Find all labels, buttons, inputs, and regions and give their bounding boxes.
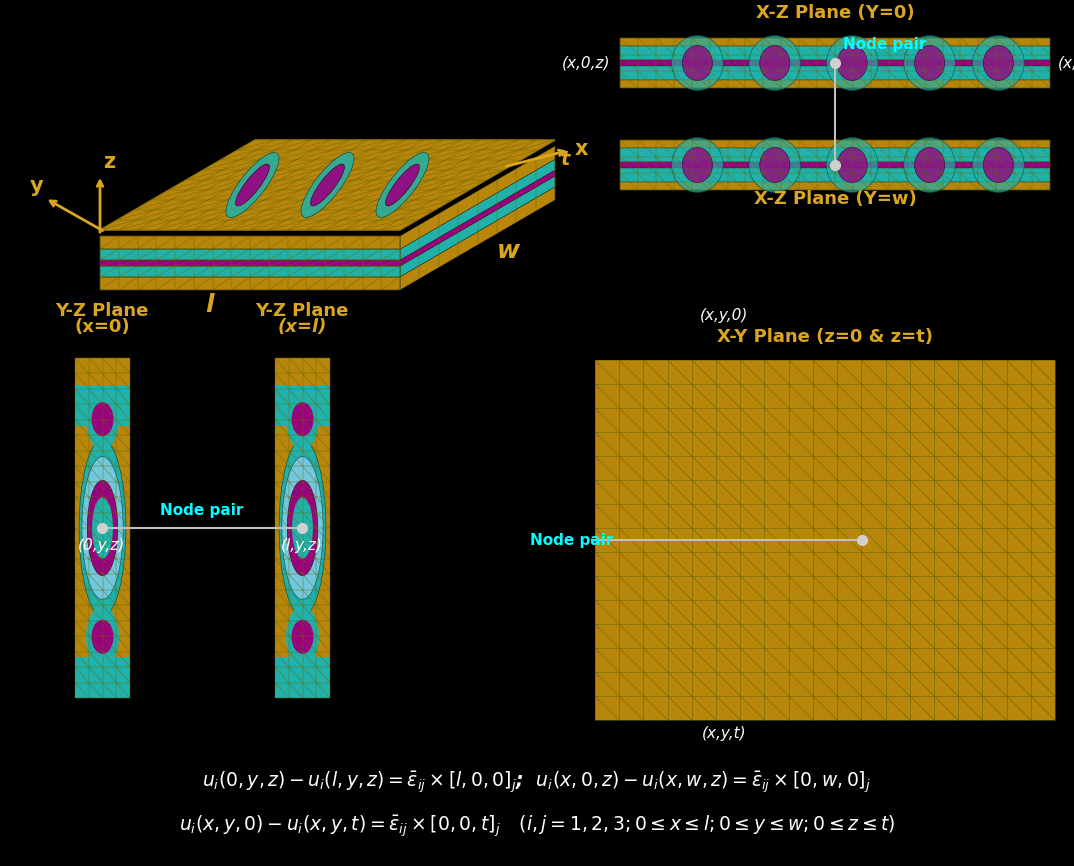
Ellipse shape — [87, 481, 118, 576]
Bar — [620, 38, 1050, 46]
Ellipse shape — [682, 46, 712, 81]
Bar — [275, 358, 330, 698]
Bar — [100, 277, 400, 290]
Ellipse shape — [671, 138, 723, 192]
Bar — [620, 140, 1050, 148]
Bar — [100, 236, 400, 249]
Ellipse shape — [837, 147, 867, 183]
Ellipse shape — [915, 147, 945, 183]
Bar — [75, 358, 130, 698]
Ellipse shape — [671, 36, 723, 91]
Polygon shape — [400, 146, 555, 249]
Polygon shape — [400, 159, 555, 260]
Bar — [100, 260, 400, 266]
Bar — [620, 162, 1050, 168]
Bar — [620, 148, 1050, 162]
Polygon shape — [400, 176, 555, 277]
Text: y: y — [30, 176, 44, 196]
Text: (x,w,z): (x,w,z) — [1058, 56, 1074, 71]
Text: Node pair: Node pair — [160, 503, 244, 518]
Ellipse shape — [973, 138, 1025, 192]
Bar — [620, 80, 1050, 88]
Bar — [100, 249, 400, 260]
Text: z: z — [103, 152, 115, 172]
Text: l: l — [205, 293, 214, 317]
Text: X-Y Plane (z=0 & z=t): X-Y Plane (z=0 & z=t) — [717, 328, 933, 346]
Bar — [620, 60, 1050, 66]
Text: Node pair: Node pair — [843, 37, 927, 52]
Ellipse shape — [91, 402, 114, 436]
Polygon shape — [400, 187, 555, 290]
Ellipse shape — [826, 138, 879, 192]
Ellipse shape — [759, 46, 789, 81]
Ellipse shape — [749, 138, 800, 192]
Ellipse shape — [281, 456, 323, 599]
Text: (0,y,z): (0,y,z) — [78, 538, 126, 553]
Ellipse shape — [915, 46, 945, 81]
Ellipse shape — [286, 606, 319, 668]
Text: $u_i(0,y,z)-u_i(l,y,z)=\bar{\varepsilon}_{ij}\times\left[l,0,0\right]_j$;  $u_i(: $u_i(0,y,z)-u_i(l,y,z)=\bar{\varepsilon}… — [203, 769, 871, 795]
Text: (x=l): (x=l) — [277, 318, 326, 336]
Text: (x,0,z): (x,0,z) — [562, 56, 610, 71]
Ellipse shape — [682, 147, 712, 183]
Ellipse shape — [310, 164, 345, 206]
Ellipse shape — [86, 606, 119, 668]
Bar — [275, 657, 330, 698]
Ellipse shape — [376, 152, 429, 217]
Polygon shape — [100, 140, 555, 230]
Text: $u_i(x,y,0)-u_i(x,y,t)=\bar{\varepsilon}_{ij}\times\left[0,0,t\right]_j$   $(i,j: $u_i(x,y,0)-u_i(x,y,t)=\bar{\varepsilon}… — [178, 813, 896, 839]
Ellipse shape — [292, 497, 313, 559]
Text: Node pair: Node pair — [529, 533, 613, 548]
Ellipse shape — [837, 46, 867, 81]
Ellipse shape — [288, 481, 318, 576]
Ellipse shape — [226, 152, 279, 217]
Ellipse shape — [301, 152, 354, 217]
Text: (l,y,z): (l,y,z) — [281, 538, 323, 553]
Text: Y-Z Plane: Y-Z Plane — [56, 302, 148, 320]
Ellipse shape — [749, 36, 800, 91]
Ellipse shape — [286, 389, 319, 449]
Bar — [620, 168, 1050, 182]
Ellipse shape — [759, 147, 789, 183]
Ellipse shape — [973, 36, 1025, 91]
Bar — [620, 66, 1050, 80]
Bar — [620, 46, 1050, 60]
Ellipse shape — [291, 402, 314, 436]
Ellipse shape — [984, 147, 1014, 183]
Text: (x,y,t): (x,y,t) — [701, 726, 746, 741]
Text: w: w — [497, 240, 521, 263]
Bar — [620, 182, 1050, 190]
Text: x: x — [575, 139, 589, 159]
Ellipse shape — [82, 456, 124, 599]
Text: X-Z Plane (Y=0): X-Z Plane (Y=0) — [756, 4, 914, 22]
Text: t: t — [560, 150, 569, 169]
Bar — [75, 657, 130, 698]
Bar — [100, 266, 400, 277]
Ellipse shape — [79, 440, 126, 617]
Polygon shape — [400, 170, 555, 266]
Ellipse shape — [235, 164, 270, 206]
Ellipse shape — [826, 36, 879, 91]
Ellipse shape — [984, 46, 1014, 81]
Text: (x,y,0): (x,y,0) — [699, 308, 748, 323]
Text: X-Z Plane (Y=w): X-Z Plane (Y=w) — [754, 190, 916, 208]
Ellipse shape — [279, 440, 325, 617]
Bar — [75, 385, 130, 426]
Ellipse shape — [904, 138, 956, 192]
Ellipse shape — [91, 620, 114, 654]
Bar — [275, 385, 330, 426]
Ellipse shape — [904, 36, 956, 91]
Ellipse shape — [86, 389, 119, 449]
Ellipse shape — [291, 620, 314, 654]
Bar — [595, 360, 1055, 720]
Text: Y-Z Plane: Y-Z Plane — [256, 302, 349, 320]
Text: (x=0): (x=0) — [74, 318, 130, 336]
Ellipse shape — [386, 164, 420, 206]
Ellipse shape — [92, 497, 113, 559]
